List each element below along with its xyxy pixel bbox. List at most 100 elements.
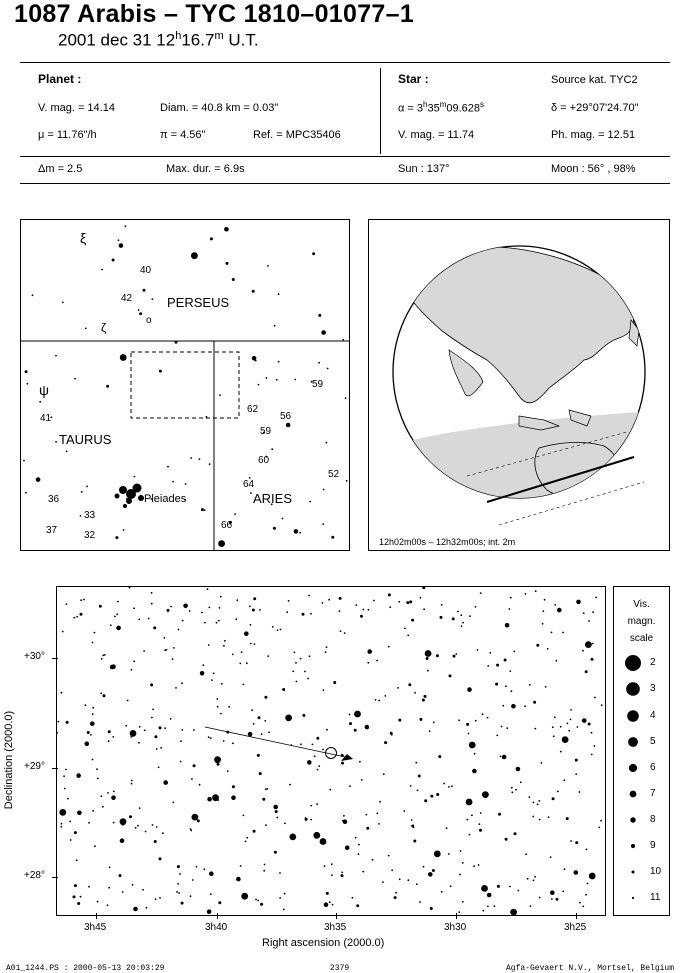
background-star (96, 768, 98, 771)
background-star (300, 743, 302, 746)
finder-star-field (21, 225, 349, 550)
star-ra: α = 3h35m09.628s (398, 100, 485, 115)
background-star (77, 810, 82, 816)
background-star (321, 602, 324, 604)
background-star (286, 611, 289, 614)
background-star (538, 800, 541, 802)
scale-title-magn: magn. (627, 616, 656, 627)
ra-tick-3h30 (456, 913, 457, 919)
background-star (356, 904, 360, 908)
background-star (387, 645, 390, 648)
background-star (467, 687, 472, 692)
star-dec: δ = +29°07'24.70" (551, 102, 639, 114)
background-star (223, 644, 225, 647)
background-star (204, 621, 206, 624)
background-star (206, 909, 212, 914)
background-star (231, 653, 234, 656)
background-star (121, 824, 124, 826)
finder-star (74, 377, 76, 380)
finder-star (190, 457, 193, 459)
finder-star (275, 378, 278, 381)
background-star (209, 737, 212, 739)
scale-mag-2: 2 (650, 657, 656, 668)
background-star (279, 628, 282, 631)
background-star (224, 639, 226, 642)
background-star (56, 731, 58, 734)
background-star (328, 598, 330, 601)
header-divider (380, 68, 381, 154)
background-star (257, 899, 260, 902)
star-heading: Star : (398, 72, 429, 86)
background-star (299, 657, 302, 660)
background-star (568, 729, 571, 732)
background-star (578, 791, 581, 793)
finder-star (299, 531, 301, 534)
finder-star (184, 499, 187, 501)
background-star (593, 745, 596, 747)
background-star (91, 641, 94, 644)
background-star (302, 713, 306, 717)
background-star (551, 797, 555, 801)
background-star (133, 607, 135, 610)
finder-label-36: 36 (48, 494, 60, 505)
background-star (435, 654, 439, 658)
background-star (408, 683, 412, 687)
background-star (80, 599, 82, 602)
finder-label-32: 32 (84, 530, 96, 541)
constellation-taurus: TAURUS (59, 432, 112, 447)
background-star (510, 908, 517, 916)
background-star (181, 619, 184, 622)
background-star (283, 892, 286, 895)
background-star (163, 780, 168, 785)
background-star (130, 782, 133, 785)
background-star (162, 832, 164, 835)
background-star (551, 898, 553, 900)
background-star (292, 670, 295, 673)
background-star (114, 615, 116, 618)
pleiades-star (126, 498, 132, 504)
background-star (532, 815, 535, 818)
background-star (118, 874, 122, 878)
background-star (109, 624, 112, 627)
finder-star (293, 529, 299, 534)
dec-tick-28 (52, 877, 58, 878)
finder-star (65, 450, 68, 453)
finder-label-62: 62 (247, 404, 259, 415)
background-star (57, 720, 60, 723)
background-star (202, 664, 205, 667)
background-star (403, 810, 406, 812)
background-star (190, 829, 193, 832)
background-star (359, 760, 361, 763)
background-star (493, 905, 496, 907)
background-star (116, 625, 121, 631)
ra-tick-3h25 (576, 913, 577, 919)
finder-star (322, 488, 325, 491)
background-star (295, 680, 298, 683)
ra-label-3h25: 3h25 (564, 922, 587, 933)
background-star (382, 773, 385, 776)
scale-dot-mag-11 (631, 896, 635, 900)
finder-star (250, 492, 252, 494)
finder-star (273, 324, 276, 327)
background-star (289, 783, 291, 786)
background-star (247, 731, 253, 737)
finder-label-xi: ξ (80, 230, 87, 246)
background-star (153, 626, 157, 630)
background-star (559, 725, 562, 728)
background-star (219, 595, 222, 598)
background-star (409, 785, 412, 787)
constellation-perseus: PERSEUS (167, 295, 230, 310)
finder-star (139, 312, 143, 316)
background-star (92, 706, 95, 709)
finder-star (318, 361, 320, 364)
sun-elongation: Sun : 137° (398, 163, 450, 175)
finder-label-psi: ψ (39, 382, 49, 398)
finder-star (219, 394, 221, 397)
background-star (183, 603, 188, 609)
background-star (595, 596, 597, 599)
background-star (590, 753, 593, 756)
background-star (489, 652, 492, 654)
background-star (106, 904, 109, 907)
background-star (131, 883, 134, 886)
background-star (150, 591, 153, 594)
